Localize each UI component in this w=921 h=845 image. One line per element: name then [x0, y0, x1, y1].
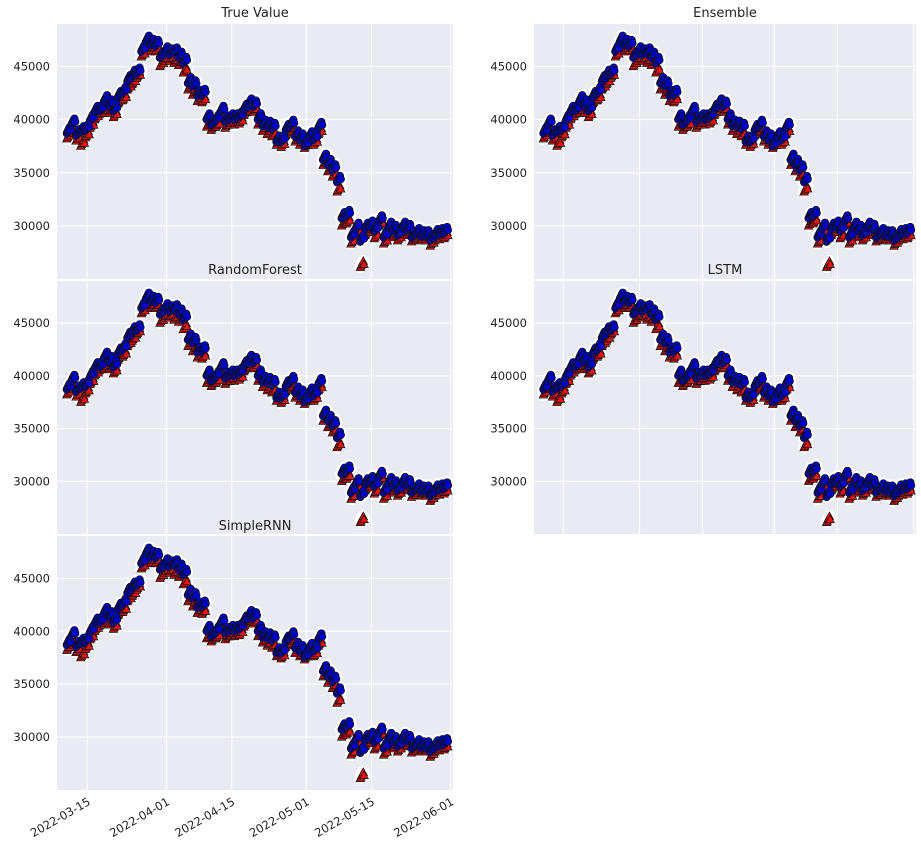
y-tick-label: 35000: [490, 166, 527, 180]
data-point-circle: [781, 132, 790, 141]
data-point-circle: [906, 225, 916, 235]
data-point-circle: [359, 234, 369, 243]
data-point-circle: [271, 121, 280, 131]
data-point-circle: [122, 85, 131, 95]
y-tick-label: 45000: [490, 60, 527, 74]
data-point-circle: [136, 66, 145, 75]
data-point-circle: [673, 87, 682, 97]
data-point-circle: [182, 55, 192, 65]
data-point-circle: [345, 208, 355, 218]
data-point-circle: [826, 234, 835, 243]
panel-title: Ensemble: [693, 6, 757, 21]
data-point-circle: [628, 38, 637, 48]
y-tick-label: 40000: [13, 113, 50, 127]
data-point-circle: [71, 117, 80, 126]
data-point-circle: [655, 55, 664, 65]
data-point-circle: [154, 38, 164, 48]
y-tick-label: 35000: [13, 166, 50, 180]
data-point-circle: [317, 120, 327, 130]
data-point-circle: [749, 134, 758, 143]
data-point-circle: [587, 103, 597, 113]
y-tick-label: 30000: [13, 219, 50, 233]
data-point-circle: [812, 208, 821, 218]
data-point-circle: [378, 214, 387, 223]
data-markers: [60, 29, 455, 274]
data-point-circle: [252, 99, 262, 108]
data-point-circle: [785, 120, 794, 130]
data-point-circle: [331, 163, 341, 172]
y-tick-label: 45000: [13, 60, 50, 74]
data-point-circle: [443, 225, 453, 235]
panel-true-value: True Value 30000 35000 40000 45000: [13, 6, 455, 279]
data-point-circle: [758, 118, 767, 127]
data-point-triangle: [79, 138, 90, 147]
data-point-circle: [112, 103, 122, 113]
panel-title: True Value: [220, 6, 288, 21]
data-point-circle: [803, 174, 812, 184]
data-point-circle: [722, 99, 731, 108]
data-point-circle: [740, 121, 749, 131]
data-point-circle: [289, 118, 299, 127]
data-point-circle: [843, 214, 853, 223]
y-tick-label: 30000: [490, 219, 527, 233]
panel-ensemble: Ensemble 30000 35000 40000 45000: [490, 6, 918, 279]
data-point-circle: [610, 66, 619, 75]
data-point-circle: [336, 174, 345, 184]
data-point-triangle: [84, 129, 94, 139]
data-point-circle: [547, 117, 556, 126]
panel-randomforest: RandomForest 30000 35000 40000 45000: [13, 263, 455, 534]
data-point-circle: [201, 87, 210, 97]
data-point-circle: [313, 132, 322, 141]
y-tick-label: 40000: [490, 113, 527, 127]
data-point-circle: [280, 134, 289, 143]
data-point-circle: [799, 163, 808, 172]
data-point-circle: [596, 85, 606, 95]
